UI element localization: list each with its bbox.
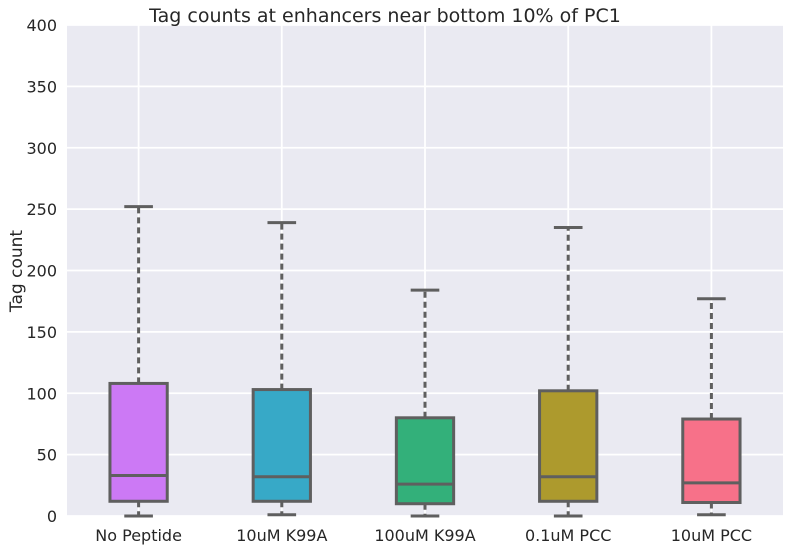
boxes: [108, 205, 742, 518]
x-tick-label: 10uM PCC: [671, 526, 752, 545]
y-tick-label: 350: [26, 77, 57, 96]
x-tick-label: No Peptide: [95, 526, 182, 545]
box-iqr: [681, 417, 742, 504]
y-axis-label: Tag count: [7, 230, 27, 313]
box-group: [251, 221, 312, 517]
y-tick-label: 400: [26, 16, 57, 35]
y-tick-label: 300: [26, 139, 57, 158]
y-tick-label: 0: [47, 507, 57, 526]
box-group: [108, 205, 169, 518]
box-group: [538, 226, 599, 518]
box-iqr: [538, 389, 599, 503]
x-tick-label: 10uM K99A: [236, 526, 327, 545]
y-tick-label: 100: [26, 384, 57, 403]
box-group: [394, 288, 456, 518]
x-tick-label: 0.1uM PCC: [525, 526, 611, 545]
chart-title: Tag counts at enhancers near bottom 10% …: [148, 5, 621, 27]
box-iqr: [251, 388, 312, 503]
y-tick-label: 150: [26, 323, 57, 342]
y-tick-label: 50: [37, 446, 57, 465]
y-tick-label: 200: [26, 262, 57, 281]
box-group: [681, 297, 742, 517]
x-tick-labels: No Peptide 10uM K99A 100uM K99A 0.1uM PCC 10…: [95, 526, 752, 545]
box-iqr: [108, 381, 169, 503]
box-iqr: [394, 416, 456, 506]
y-tick-labels: 0 50 100 150 200 250 300 350 400: [26, 16, 57, 526]
y-tick-label: 250: [26, 200, 57, 219]
x-tick-label: 100uM K99A: [374, 526, 475, 545]
